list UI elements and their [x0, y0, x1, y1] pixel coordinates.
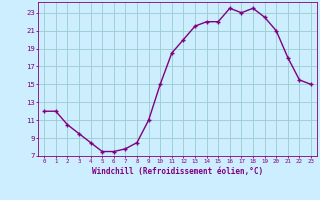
X-axis label: Windchill (Refroidissement éolien,°C): Windchill (Refroidissement éolien,°C) [92, 167, 263, 176]
